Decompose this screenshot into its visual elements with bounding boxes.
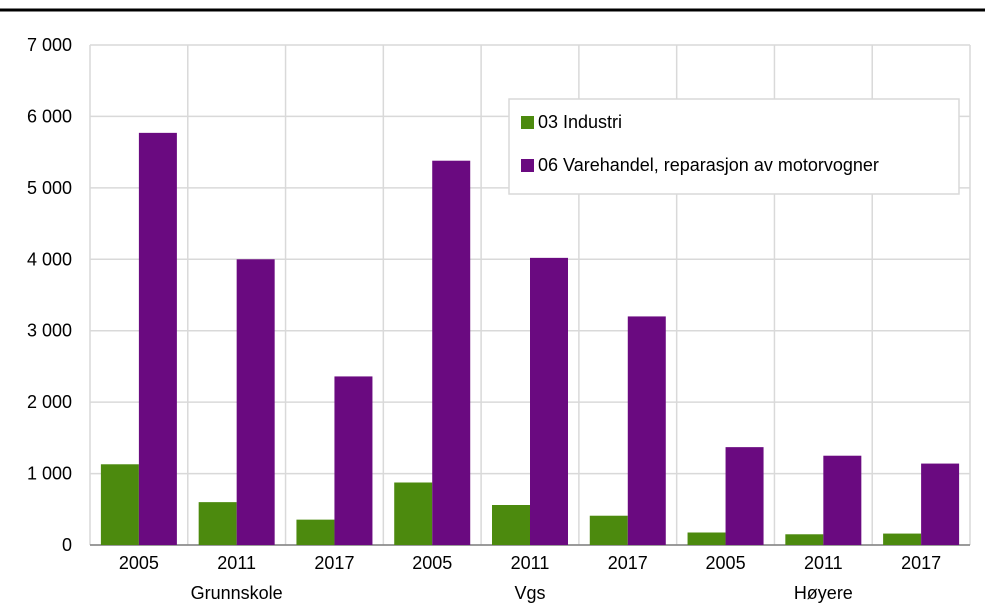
bar-varehandel [725, 447, 764, 545]
bar-industri [100, 464, 139, 545]
group-label: Grunnskole [191, 583, 283, 603]
bar-industri [394, 482, 433, 545]
group-label: Vgs [514, 583, 545, 603]
y-tick-label: 2 000 [27, 392, 72, 412]
legend-swatch [521, 159, 534, 172]
group-label: Høyere [794, 583, 853, 603]
legend-box [508, 98, 960, 195]
bar-varehandel [236, 259, 275, 545]
x-tick-label: 2017 [314, 553, 354, 573]
x-tick-label: 2017 [608, 553, 648, 573]
bar-varehandel [823, 455, 862, 545]
x-tick-label: 2011 [217, 553, 256, 573]
y-tick-label: 7 000 [27, 35, 72, 55]
y-tick-label: 1 000 [27, 464, 72, 484]
legend-label: 03 Industri [538, 112, 622, 132]
x-tick-label: 2011 [804, 553, 843, 573]
bar-industri [296, 519, 335, 545]
bar-industri [589, 515, 628, 545]
group-labels: Grunnskole Vgs Høyere [191, 583, 853, 603]
y-tick-label: 5 000 [27, 178, 72, 198]
legend-swatch [521, 116, 534, 129]
bar-industri [687, 532, 726, 545]
bar-varehandel [334, 376, 373, 545]
x-tick-label: 2011 [511, 553, 550, 573]
bar-industri [785, 534, 824, 545]
y-tick-label: 6 000 [27, 106, 72, 126]
bars [100, 132, 960, 545]
y-axis-ticks: 0 1 000 2 000 3 000 4 000 5 000 6 000 7 000 [27, 35, 72, 555]
bar-varehandel [921, 463, 960, 545]
bar-varehandel [138, 132, 177, 545]
x-axis-ticks: 2005 2011 2017 2005 2011 2017 2005 2011 2017 [119, 553, 941, 573]
x-tick-label: 2005 [412, 553, 452, 573]
legend: 03 Industri 06 Varehandel, reparasjon av … [508, 98, 960, 195]
x-tick-label: 2017 [901, 553, 941, 573]
bar-industri [883, 533, 922, 545]
x-tick-label: 2005 [706, 553, 746, 573]
x-tick-label: 2005 [119, 553, 159, 573]
bar-varehandel [530, 257, 568, 545]
legend-label: 06 Varehandel, reparasjon av motorvogner [538, 155, 879, 175]
bar-industri [492, 505, 530, 545]
bar-varehandel [432, 160, 471, 545]
y-tick-label: 0 [62, 535, 72, 555]
y-tick-label: 3 000 [27, 321, 72, 341]
bar-varehandel [627, 316, 666, 545]
y-tick-label: 4 000 [27, 249, 72, 269]
bar-industri [198, 502, 237, 545]
